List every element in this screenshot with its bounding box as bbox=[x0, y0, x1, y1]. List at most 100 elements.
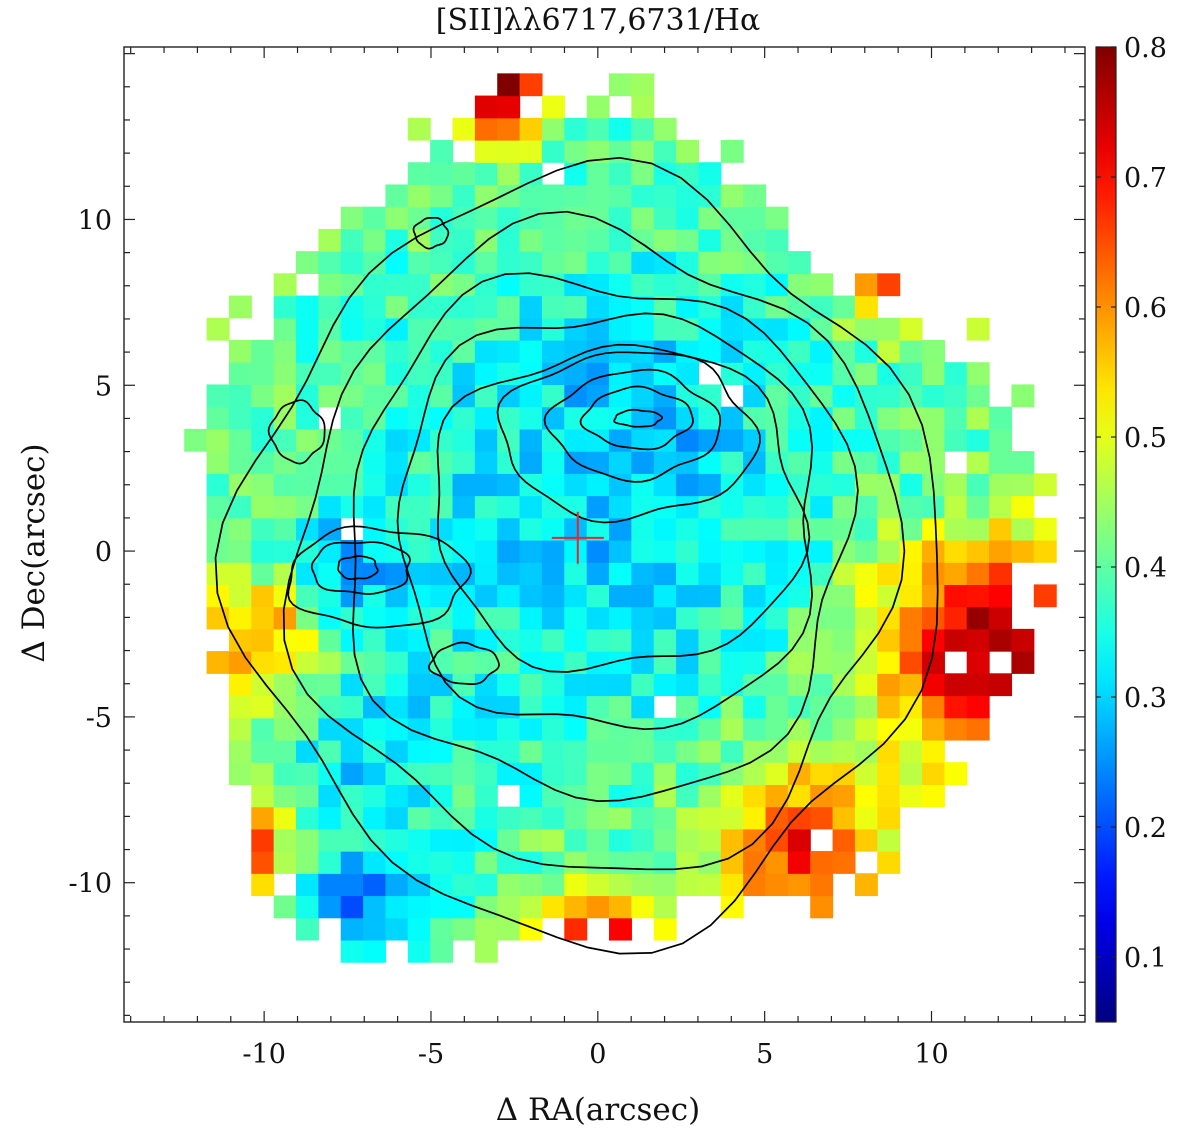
heatmap-cell bbox=[854, 628, 878, 652]
heatmap-cell bbox=[720, 806, 744, 830]
heatmap-cell bbox=[854, 806, 878, 830]
heatmap-cell bbox=[564, 851, 588, 874]
heatmap-cell bbox=[474, 317, 498, 341]
heatmap-cell bbox=[385, 762, 409, 785]
heatmap-cell bbox=[743, 206, 767, 230]
heatmap-cell bbox=[497, 628, 521, 652]
heatmap-cell bbox=[318, 606, 342, 630]
heatmap-cell bbox=[340, 873, 364, 897]
heatmap-cell bbox=[296, 428, 319, 452]
heatmap-cell bbox=[430, 495, 454, 519]
heatmap-cell bbox=[854, 584, 878, 608]
heatmap-cell bbox=[944, 473, 968, 497]
heatmap-cell bbox=[273, 362, 297, 386]
heatmap-cell bbox=[519, 628, 543, 652]
heatmap-cell bbox=[228, 673, 252, 697]
heatmap-cell bbox=[720, 228, 744, 252]
heatmap-cell bbox=[407, 739, 431, 763]
heatmap-cell bbox=[296, 717, 319, 741]
contour-line bbox=[436, 343, 811, 673]
heatmap-cell bbox=[877, 739, 901, 763]
heatmap-cell bbox=[228, 539, 252, 563]
heatmap-cell bbox=[497, 451, 521, 474]
heatmap-cell bbox=[787, 406, 811, 430]
heatmap-cell bbox=[251, 806, 275, 830]
heatmap-cell bbox=[810, 562, 834, 586]
heatmap-cell bbox=[452, 806, 476, 830]
heatmap-cell bbox=[854, 739, 878, 763]
heatmap-cell bbox=[765, 739, 789, 763]
heatmap-cell bbox=[653, 206, 677, 230]
heatmap-cell bbox=[497, 495, 521, 519]
heatmap-cell bbox=[206, 651, 230, 674]
heatmap-cell bbox=[877, 762, 901, 785]
heatmap-cell bbox=[407, 206, 431, 230]
heatmap-cell bbox=[519, 206, 543, 230]
heatmap-cell bbox=[474, 206, 498, 230]
heatmap-cell bbox=[586, 251, 610, 274]
heatmap-cell bbox=[363, 295, 387, 319]
heatmap-cell bbox=[564, 340, 588, 363]
heatmap-cell bbox=[273, 451, 297, 474]
heatmap-cell bbox=[854, 606, 878, 630]
heatmap-cell bbox=[474, 451, 498, 474]
heatmap-cell bbox=[452, 273, 476, 297]
heatmap-cell bbox=[899, 340, 923, 363]
heatmap-cell bbox=[966, 362, 990, 386]
heatmap-cell bbox=[251, 873, 275, 897]
heatmap-cell bbox=[832, 495, 856, 519]
heatmap-cell bbox=[296, 584, 319, 608]
heatmap-cell bbox=[541, 117, 565, 141]
heatmap-cell bbox=[609, 562, 632, 586]
heatmap-cell bbox=[519, 606, 543, 630]
heatmap-cell bbox=[519, 762, 543, 785]
heatmap-cell bbox=[318, 228, 342, 252]
heatmap-cell bbox=[474, 384, 498, 408]
x-tick-label: 5 bbox=[756, 1039, 773, 1070]
heatmap-cell bbox=[340, 939, 364, 963]
heatmap-cells bbox=[184, 73, 1057, 963]
heatmap-cell bbox=[743, 562, 767, 586]
heatmap-cell bbox=[698, 828, 722, 852]
heatmap-cell bbox=[787, 806, 811, 830]
heatmap-cell bbox=[564, 117, 588, 141]
plot-frame bbox=[123, 46, 1086, 1023]
heatmap-cell bbox=[385, 539, 409, 563]
heatmap-cell bbox=[452, 873, 476, 897]
heatmap-cell bbox=[609, 606, 632, 630]
heatmap-cell bbox=[1011, 651, 1035, 674]
heatmap-cell bbox=[385, 451, 409, 474]
heatmap-cell bbox=[810, 895, 834, 919]
heatmap-cell bbox=[296, 606, 319, 630]
heatmap-cell bbox=[407, 406, 431, 430]
heatmap-cell bbox=[922, 517, 945, 541]
heatmap-cell bbox=[631, 562, 655, 586]
heatmap-cell bbox=[698, 806, 722, 830]
heatmap-cell bbox=[653, 895, 677, 919]
heatmap-cell bbox=[541, 651, 565, 674]
heatmap-cell bbox=[854, 495, 878, 519]
heatmap-cell bbox=[832, 562, 856, 586]
heatmap-cell bbox=[251, 362, 275, 386]
heatmap-cell bbox=[586, 206, 610, 230]
heatmap-cell bbox=[206, 384, 230, 408]
heatmap-cell bbox=[765, 628, 789, 652]
heatmap-cell bbox=[743, 362, 767, 386]
heatmap-cell bbox=[609, 828, 632, 852]
heatmap-cell bbox=[676, 562, 700, 586]
heatmap-cell bbox=[363, 628, 387, 652]
contour-line bbox=[412, 216, 450, 250]
heatmap-cell bbox=[653, 739, 677, 763]
heatmap-cell bbox=[318, 784, 342, 808]
heatmap-cell bbox=[519, 473, 543, 497]
heatmap-cell bbox=[676, 784, 700, 808]
heatmap-cell bbox=[363, 473, 387, 497]
heatmap-cell bbox=[385, 717, 409, 741]
heatmap-cell bbox=[765, 273, 789, 297]
heatmap-cell bbox=[653, 806, 677, 830]
heatmap-cell bbox=[452, 673, 476, 697]
heatmap-cell bbox=[899, 384, 923, 408]
heatmap-cell bbox=[989, 473, 1013, 497]
heatmap-cell bbox=[273, 851, 297, 874]
heatmap-cell bbox=[944, 384, 968, 408]
